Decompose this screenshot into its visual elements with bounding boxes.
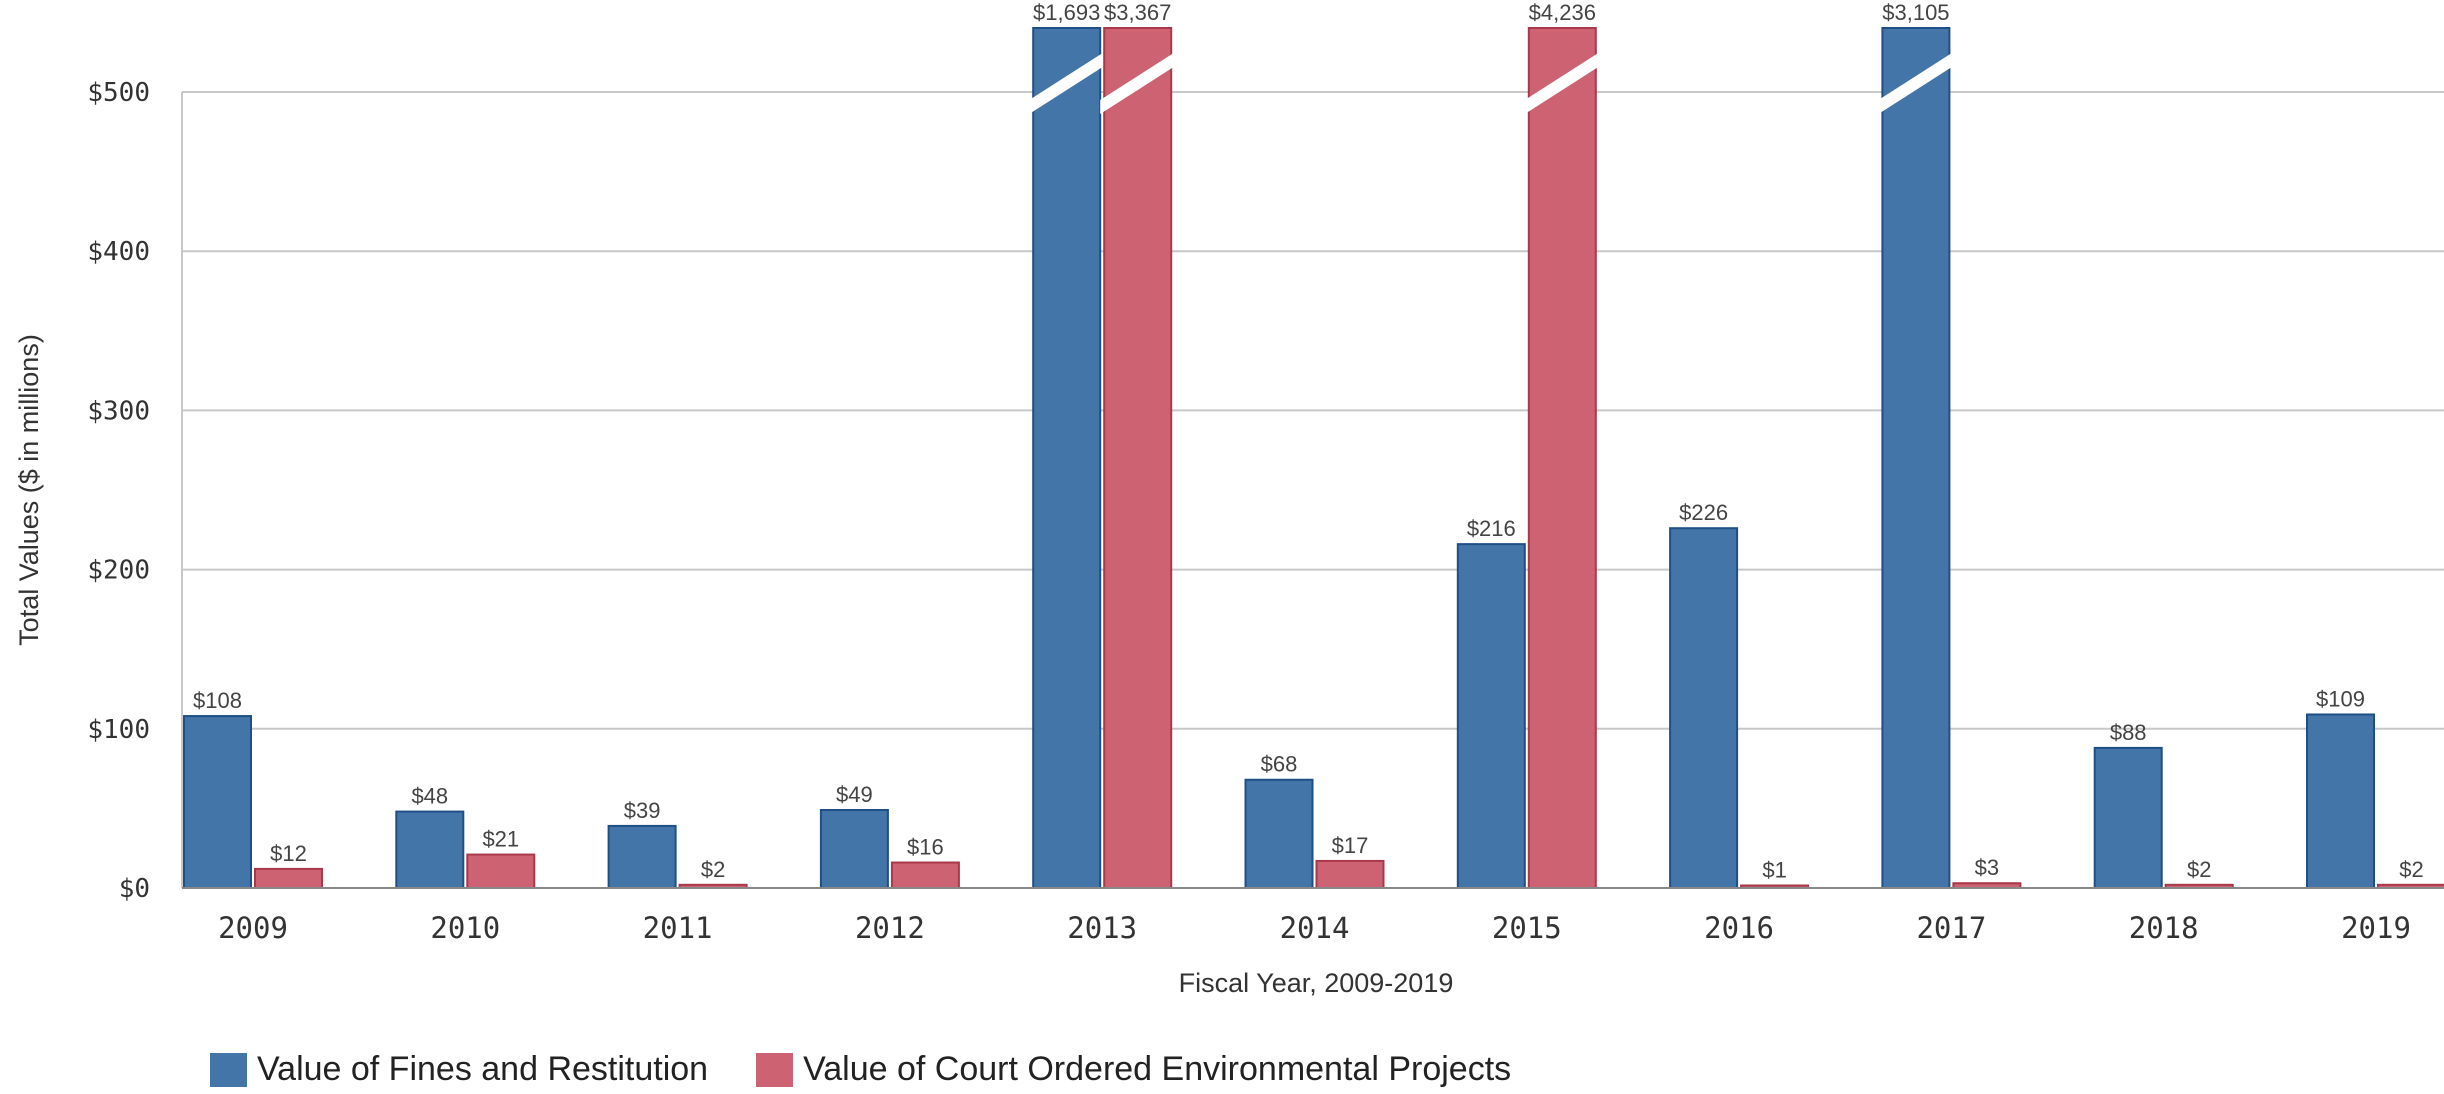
data-label: $3,105 (1882, 0, 1949, 25)
bar[interactable] (395, 810, 465, 889)
x-tick-label: 2019 (2341, 911, 2411, 945)
x-tick-label: 2012 (855, 911, 925, 945)
legend-label-fines: Value of Fines and Restitution (257, 1050, 709, 1088)
legend-swatch-projects (756, 1052, 794, 1087)
data-label: $48 (411, 784, 448, 809)
axis-break-mark (1524, 52, 1600, 114)
bar[interactable] (1527, 27, 1597, 889)
data-label: $216 (1467, 516, 1516, 541)
x-tick-label: 2011 (643, 911, 713, 945)
data-label: $1,693 (1033, 0, 1100, 25)
data-label: $88 (2110, 720, 2147, 745)
x-axis-ticks: 2009 2010 2011 2012 2013 2014 2015 2016 2017 2018… (218, 911, 2411, 945)
data-label: $2 (701, 857, 725, 882)
data-label: $17 (1332, 833, 1369, 858)
x-tick-label: 2014 (1280, 911, 1350, 945)
y-tick-label: $200 (87, 556, 150, 586)
x-tick-label: 2016 (1704, 911, 1774, 945)
data-label: $1 (1762, 858, 1786, 883)
data-label: $49 (836, 782, 873, 807)
axis-break-mark (1100, 52, 1176, 114)
data-label: $16 (907, 835, 944, 860)
y-axis-ticks: $0 $100 $200 $300 $400 $500 (87, 78, 150, 904)
x-tick-label: 2018 (2129, 911, 2199, 945)
x-tick-label: 2009 (218, 911, 288, 945)
bar[interactable] (1103, 27, 1173, 889)
data-label: $226 (1679, 500, 1728, 525)
bars (183, 27, 2444, 890)
data-label: $21 (482, 827, 519, 852)
x-tick-label: 2017 (1916, 911, 1986, 945)
x-axis-title: Fiscal Year, 2009-2019 (1179, 968, 1454, 998)
data-label: $3,367 (1104, 0, 1171, 25)
y-tick-label: $0 (119, 874, 150, 904)
data-label: $109 (2316, 686, 2365, 711)
bar[interactable] (607, 824, 677, 889)
y-tick-label: $100 (87, 715, 150, 745)
y-tick-label: $500 (87, 78, 150, 108)
x-tick-label: 2015 (1492, 911, 1562, 945)
y-axis-title: Total Values ($ in millions) (14, 334, 44, 646)
bar[interactable] (1032, 27, 1102, 889)
legend-item-projects[interactable]: Value of Court Ordered Environmental Pro… (756, 1050, 1511, 1089)
bar[interactable] (254, 867, 323, 889)
bar[interactable] (2306, 713, 2375, 889)
grid-lines (181, 91, 2444, 888)
data-label: $3 (1975, 855, 1999, 880)
legend: Value of Fines and Restitution Value of … (210, 1050, 1559, 1089)
data-label: $2 (2187, 857, 2211, 882)
bar[interactable] (890, 861, 960, 890)
data-label: $39 (624, 798, 661, 823)
axis-break-mark (1878, 52, 1954, 114)
bar-chart: $0$100$200$300$400$500 $108$12$48$21$39$… (14, 0, 2444, 998)
data-label: $68 (1261, 752, 1298, 777)
x-tick-label: 2013 (1067, 911, 1137, 945)
y-tick-label: $400 (87, 237, 150, 267)
bar[interactable] (183, 715, 252, 890)
legend-swatch-fines (210, 1052, 247, 1087)
bar[interactable] (1669, 527, 1739, 889)
data-label: $108 (193, 688, 242, 713)
bar[interactable] (466, 853, 536, 889)
bar[interactable] (819, 808, 889, 890)
bar[interactable] (1244, 778, 1314, 890)
axis-break-mark (1029, 52, 1105, 114)
x-tick-label: 2010 (430, 911, 500, 945)
bar[interactable] (1315, 859, 1385, 889)
bar[interactable] (1456, 543, 1526, 889)
data-labels: $108 $12 $48 $21 $39 $2 $49 $16 $1,693 $3,367 $68 $… (193, 0, 2424, 883)
y-tick-label: $300 (87, 396, 150, 426)
data-label: $12 (270, 841, 307, 866)
legend-label-projects: Value of Court Ordered Environmental Pro… (803, 1050, 1512, 1088)
bar[interactable] (2093, 746, 2163, 889)
legend-item-fines[interactable]: Value of Fines and Restitution (210, 1050, 708, 1089)
data-label: $2 (2399, 857, 2423, 882)
data-label: $4,236 (1529, 0, 1596, 25)
bar[interactable] (1881, 27, 1951, 889)
